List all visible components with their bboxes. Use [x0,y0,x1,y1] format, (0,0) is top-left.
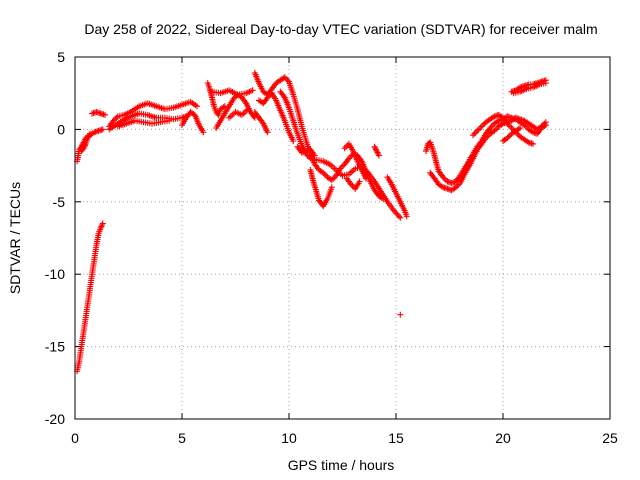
x-tick-label: 25 [602,430,618,446]
y-axis-tick-labels: 5 0 -5 -10 -15 -20 [45,49,65,427]
data-segment [343,175,363,192]
y-axis-label: SDTVAR / TECUs [7,182,23,294]
data-segment [209,87,256,98]
data-point-markers [307,166,335,210]
data-point-markers [341,140,369,182]
data-segment [251,109,271,136]
data-point-markers [343,175,363,192]
data-point-markers [74,220,106,375]
grid-lines [75,57,610,419]
data-segment [510,80,549,97]
data-point-markers [209,87,256,98]
x-tick-label: 10 [281,430,297,446]
data-segment [78,130,93,155]
data-segment [179,109,207,136]
data-segment [500,125,524,144]
data-point-markers [384,174,410,220]
data-segment [294,143,318,159]
x-tick-label: 15 [388,430,404,446]
data-point-markers [510,80,549,97]
data-point-markers [251,109,271,136]
axis-ticks [74,56,611,420]
plot-frame [74,56,611,420]
data-point-markers [114,117,173,130]
data-segment [226,106,252,121]
data-point-markers [427,114,549,194]
data-segment [341,140,369,182]
data-segment [427,114,549,194]
chart-title: Day 258 of 2022, Sidereal Day-to-day VTE… [84,21,597,37]
data-segment [384,174,410,220]
x-axis-tick-labels: 0 5 10 15 20 25 [71,430,618,446]
y-tick-label: -10 [45,266,65,282]
data-segment [114,117,173,130]
y-tick-label: 5 [57,49,65,65]
data-segment [307,166,335,210]
data-segment [371,143,382,159]
data-segment [251,69,387,202]
data-point-markers [470,111,536,147]
data-segment [74,220,106,375]
x-tick-label: 0 [71,430,79,446]
y-tick-label: 0 [57,121,65,137]
data-segment [397,311,404,318]
data-points [74,69,549,375]
y-tick-label: -15 [45,339,65,355]
data-segment [256,90,297,144]
data-point-markers [226,106,252,121]
x-tick-label: 5 [178,430,186,446]
data-point-markers [371,143,382,159]
data-point-markers [397,311,404,318]
data-point-markers [78,130,93,155]
data-point-markers [500,125,524,144]
data-segment [470,111,536,147]
y-tick-label: -20 [45,411,65,427]
data-point-markers [251,69,387,202]
y-tick-label: -5 [53,194,66,210]
data-segment [89,109,108,118]
data-point-markers [294,143,318,159]
x-tick-label: 20 [495,430,511,446]
data-point-markers [179,109,207,136]
data-point-markers [256,90,297,144]
data-point-markers [89,109,108,118]
x-axis-label: GPS time / hours [288,457,395,473]
